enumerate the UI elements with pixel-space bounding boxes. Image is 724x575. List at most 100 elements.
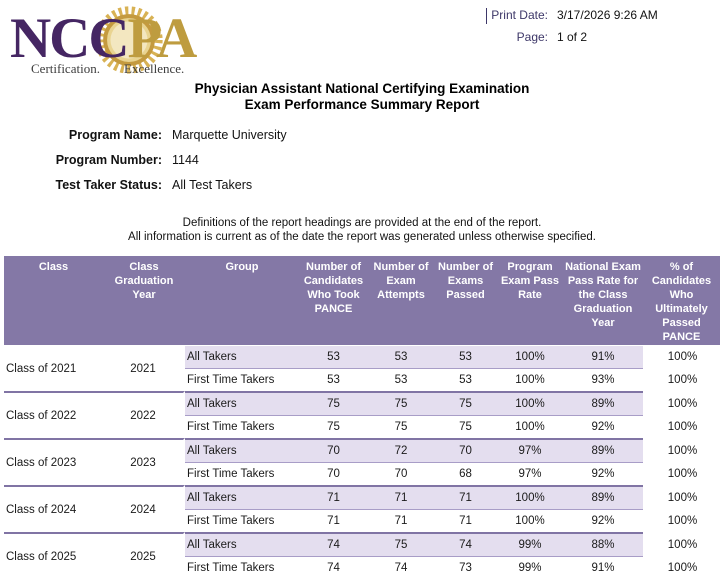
class-cell: Class of 2024 [4,485,103,532]
table-row: First Time Takers 75 75 75 100% 92% 100% [4,415,720,438]
candidates-cell: 70 [299,462,368,485]
candidates-cell: 53 [299,368,368,391]
ultimate-rate-cell: 100% [643,345,720,368]
program-rate-cell: 100% [497,509,563,532]
passed-cell: 71 [434,509,497,532]
ultimate-rate-cell: 100% [643,415,720,438]
table-row: Class of 2021 2021 All Takers 53 53 53 1… [4,345,720,391]
text-cursor [486,8,487,24]
group-cell: First Time Takers [185,415,299,438]
test-taker-status-row: Test Taker Status: All Test Takers [6,178,287,192]
attempts-cell: 70 [368,462,434,485]
ultimate-rate-cell: 100% [643,556,720,575]
col-header-class: Class [4,256,103,345]
ultimate-rate-cell: 100% [643,438,720,462]
class-group-2021: Class of 2021 2021 All Takers 53 53 53 1… [4,345,720,391]
print-date-label: Print Date: [491,8,548,22]
logo-pa-text: PA [127,7,198,70]
attempts-cell: 71 [368,485,434,509]
candidates-cell: 75 [299,415,368,438]
national-rate-cell: 89% [563,485,643,509]
table-row: Class of 2025 2025 All Takers 74 75 74 9… [4,532,720,575]
class-group-2023: Class of 2023 2023 All Takers 70 72 70 9… [4,438,720,485]
program-rate-cell: 100% [497,415,563,438]
class-group-2024: Class of 2024 2024 All Takers 71 71 71 1… [4,485,720,532]
passed-cell: 73 [434,556,497,575]
year-cell: 2024 [103,485,185,532]
ultimate-rate-cell: 100% [643,485,720,509]
program-rate-cell: 97% [497,462,563,485]
passed-cell: 71 [434,485,497,509]
ultimate-rate-cell: 100% [643,532,720,556]
attempts-cell: 75 [368,415,434,438]
col-header-group: Group [185,256,299,345]
program-name-value: Marquette University [172,128,287,142]
table-row: Class of 2023 2023 All Takers 70 72 70 9… [4,438,720,485]
national-rate-cell: 92% [563,415,643,438]
candidates-cell: 74 [299,556,368,575]
table-row: First Time Takers 74 74 73 99% 91% 100% [4,556,720,575]
report-title-line1: Physician Assistant National Certifying … [194,81,530,96]
note-line1: Definitions of the report headings are p… [182,217,542,229]
group-cell: First Time Takers [185,462,299,485]
program-rate-cell: 97% [497,438,563,462]
table-row: First Time Takers 53 53 53 100% 93% 100% [4,368,720,391]
program-rate-cell: 100% [497,345,563,368]
test-taker-status-label: Test Taker Status: [55,178,162,192]
class-group-2025: Class of 2025 2025 All Takers 74 75 74 9… [4,532,720,575]
class-group-2022: Class of 2022 2022 All Takers 75 75 75 1… [4,391,720,438]
attempts-cell: 75 [368,532,434,556]
passed-cell: 75 [434,415,497,438]
col-header-candidates-took-pance: Number of Candidates Who Took PANCE [299,256,368,345]
passed-cell: 53 [434,368,497,391]
candidates-cell: 53 [299,345,368,368]
national-rate-cell: 88% [563,532,643,556]
program-name-label: Program Name: [68,128,162,142]
program-number-row: Program Number: 1144 [6,153,287,167]
logo-wordmark: NCCPA [10,7,198,70]
program-rate-cell: 99% [497,556,563,575]
col-header-exams-passed: Number of Exams Passed [434,256,497,345]
year-cell: 2025 [103,532,185,575]
page-label: Page: [516,30,548,44]
group-cell: All Takers [185,438,299,462]
national-rate-cell: 89% [563,438,643,462]
report-title: Physician Assistant National Certifying … [0,81,724,113]
attempts-cell: 72 [368,438,434,462]
page-number-row: Page: 1 of 2 [482,30,658,44]
page-value: 1 of 2 [557,30,588,44]
attempts-cell: 53 [368,345,434,368]
national-rate-cell: 91% [563,556,643,575]
national-rate-cell: 91% [563,345,643,368]
col-header-ultimately-passed: % of Candidates Who Ultimately Passed PA… [643,256,720,345]
program-number-value: 1144 [172,153,199,167]
attempts-cell: 53 [368,368,434,391]
report-title-line2: Exam Performance Summary Report [244,97,480,113]
national-rate-cell: 92% [563,462,643,485]
table-row: First Time Takers 70 70 68 97% 92% 100% [4,462,720,485]
nccpa-logo: NCCPA Certification. Excellence. [10,4,225,78]
group-cell: First Time Takers [185,368,299,391]
col-header-class-graduation-year: Class Graduation Year [103,256,185,345]
candidates-cell: 74 [299,532,368,556]
national-rate-cell: 89% [563,391,643,415]
year-cell: 2022 [103,391,185,438]
col-header-exam-attempts: Number of Exam Attempts [368,256,434,345]
print-date-value: 3/17/2026 9:26 AM [557,8,658,22]
year-cell: 2023 [103,438,185,485]
ultimate-rate-cell: 100% [643,509,720,532]
passed-cell: 74 [434,532,497,556]
table-row: Class of 2024 2024 All Takers 71 71 71 1… [4,485,720,532]
group-cell: All Takers [185,532,299,556]
ultimate-rate-cell: 100% [643,368,720,391]
print-meta: Print Date: 3/17/2026 9:26 AM Page: 1 of… [482,8,658,52]
note-line2: All information is current as of the dat… [128,230,596,243]
gold-seal-icon [95,6,163,74]
class-cell: Class of 2025 [4,532,103,575]
attempts-cell: 74 [368,556,434,575]
group-cell: All Takers [185,485,299,509]
program-rate-cell: 99% [497,532,563,556]
program-name-row: Program Name: Marquette University [6,128,287,142]
passed-cell: 68 [434,462,497,485]
candidates-cell: 70 [299,438,368,462]
